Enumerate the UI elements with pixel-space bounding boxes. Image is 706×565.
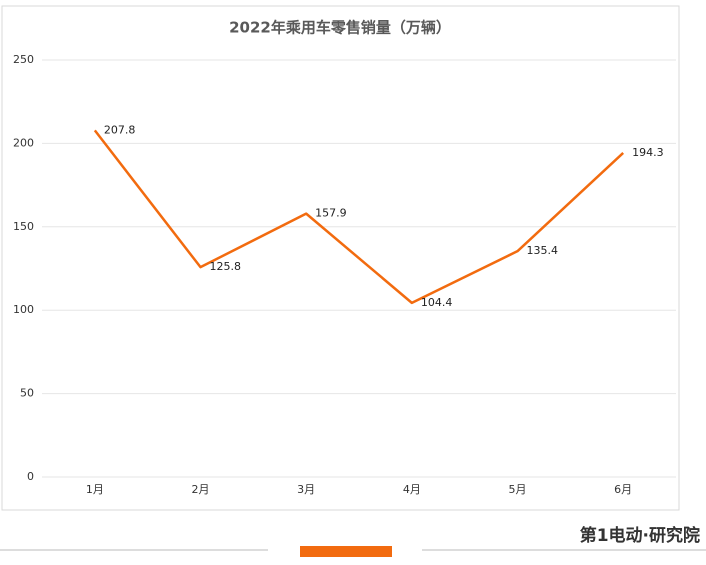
y-tick-label: 250 xyxy=(13,53,34,66)
y-tick-label: 50 xyxy=(20,387,34,400)
value-label: 207.8 xyxy=(104,123,136,136)
x-tick-label: 2月 xyxy=(192,483,210,496)
value-label: 104.4 xyxy=(421,296,453,309)
x-tick-label: 1月 xyxy=(86,483,104,496)
y-tick-label: 150 xyxy=(13,220,34,233)
value-label: 194.3 xyxy=(632,146,664,159)
value-label: 125.8 xyxy=(210,260,242,273)
line xyxy=(93,129,625,305)
footer-accent xyxy=(300,546,392,557)
x-tick-label: 5月 xyxy=(509,483,527,496)
footer-brand: 第1电动·研究院 xyxy=(580,525,700,546)
x-tick-label: 6月 xyxy=(614,483,632,496)
y-tick-label: 200 xyxy=(13,136,34,149)
chart-frame xyxy=(1,5,680,511)
x-tick-label: 3月 xyxy=(297,483,315,496)
chart-title: 2022年乘用车零售销量（万辆） xyxy=(229,19,451,37)
y-tick-label: 0 xyxy=(27,470,34,483)
y-tick-label: 100 xyxy=(13,303,34,316)
value-label: 135.4 xyxy=(527,244,559,257)
value-label: 157.9 xyxy=(315,207,347,220)
x-tick-label: 4月 xyxy=(403,483,421,496)
